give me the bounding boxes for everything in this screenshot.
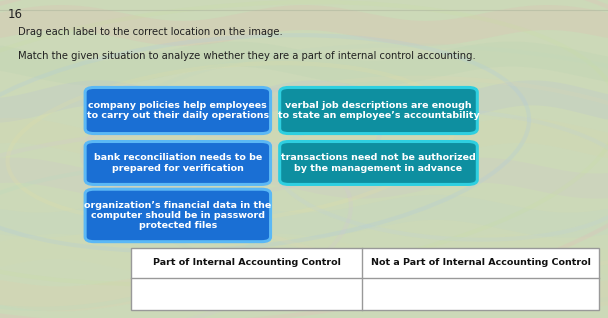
Text: Drag each label to the correct location on the image.: Drag each label to the correct location …: [18, 27, 283, 37]
Text: company policies help employees
to carry out their daily operations: company policies help employees to carry…: [87, 101, 269, 120]
Text: bank reconciliation needs to be
prepared for verification: bank reconciliation needs to be prepared…: [94, 153, 262, 173]
Text: Not a Part of Internal Accounting Control: Not a Part of Internal Accounting Contro…: [371, 258, 590, 267]
Text: Match the given situation to analyze whether they are a part of internal control: Match the given situation to analyze whe…: [18, 51, 476, 61]
Text: Part of Internal Accounting Control: Part of Internal Accounting Control: [153, 258, 340, 267]
FancyBboxPatch shape: [85, 87, 271, 134]
FancyBboxPatch shape: [280, 142, 477, 184]
FancyBboxPatch shape: [85, 142, 271, 184]
Text: organization’s financial data in the
computer should be in password
protected fi: organization’s financial data in the com…: [85, 201, 271, 230]
FancyBboxPatch shape: [280, 87, 477, 134]
Text: verbal job descriptions are enough
to state an employee’s accountability: verbal job descriptions are enough to st…: [278, 101, 479, 120]
Text: 16: 16: [7, 8, 22, 21]
FancyBboxPatch shape: [85, 189, 271, 242]
Text: transactions need not be authorized
by the management in advance: transactions need not be authorized by t…: [281, 153, 476, 173]
Bar: [131, 248, 599, 310]
